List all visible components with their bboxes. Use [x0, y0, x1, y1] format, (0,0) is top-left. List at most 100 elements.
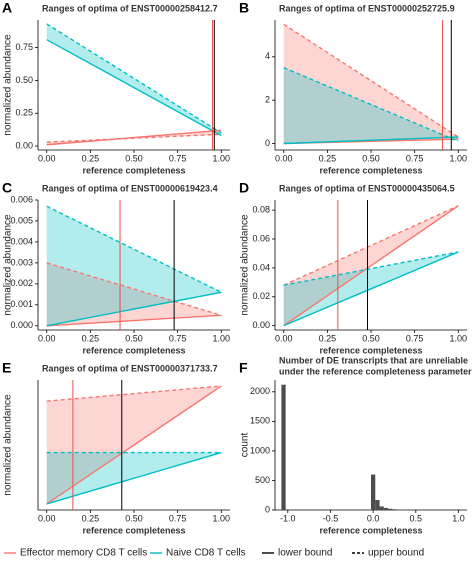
- x-tick-label: -1.0: [280, 513, 296, 523]
- range-area: [46, 262, 222, 326]
- x-tick-label: 0.50: [362, 333, 380, 343]
- x-tick-label: 0.50: [125, 333, 143, 343]
- x-tick-label: 1.0: [452, 513, 465, 523]
- y-tick-label: 2: [265, 95, 270, 105]
- upper-bound-line: [46, 205, 222, 293]
- y-tick-label: 0.06: [252, 233, 270, 243]
- legend-label: upper bound: [368, 548, 424, 559]
- upper-bound-line: [46, 133, 222, 143]
- lower-bound-line: [46, 451, 222, 505]
- chart-title: Ranges of optima of ENST00000252725.9: [279, 3, 455, 13]
- x-tick-label: 0.00: [38, 513, 56, 523]
- x-tick-label: 0.00: [38, 333, 56, 343]
- y-tick-label: 0.005: [10, 215, 33, 225]
- chart-title: Ranges of optima of ENST00000619423.4: [42, 183, 218, 193]
- chart-title: Number of DE transcripts that are unreli…: [279, 355, 468, 365]
- x-tick-label: 0.75: [169, 333, 187, 343]
- y-tick-label: 0.003: [10, 257, 33, 267]
- y-tick-label: 0.006: [10, 194, 33, 204]
- lower-bound-line: [46, 291, 222, 327]
- panel-letter: E: [2, 360, 11, 376]
- y-tick-label: 0: [265, 504, 270, 514]
- panel-letter: C: [2, 180, 12, 196]
- x-tick-label: 1.00: [450, 153, 468, 163]
- y-tick-label: 1000: [250, 445, 270, 455]
- x-axis-label: reference completeness: [82, 345, 185, 355]
- y-tick-label: 0.02: [252, 291, 270, 301]
- x-tick-label: 1.00: [213, 333, 231, 343]
- x-axis-label: reference completeness: [82, 525, 185, 535]
- range-area: [283, 24, 459, 144]
- y-tick-label: 0.00: [15, 140, 33, 150]
- x-tick-label: 0.50: [362, 153, 380, 163]
- chart-title: Ranges of optima of ENST00000371733.7: [42, 363, 218, 373]
- upper-bound-line: [283, 251, 459, 286]
- x-tick-label: 0.50: [125, 513, 143, 523]
- range-area: [283, 67, 459, 144]
- y-tick-label: 0.001: [10, 299, 33, 309]
- x-tick-label: 0.75: [169, 513, 187, 523]
- y-tick-label: 0.25: [15, 108, 33, 118]
- bar: [392, 509, 397, 510]
- y-axis-label: normalized abundance: [3, 394, 14, 496]
- x-tick-label: 0.0: [367, 513, 380, 523]
- range-area: [46, 206, 222, 326]
- legend-label: Naive CD8 T cells: [166, 548, 246, 559]
- x-tick-label: 1.00: [450, 333, 468, 343]
- legend-label: lower bound: [278, 548, 332, 559]
- x-tick-label: -0.5: [323, 513, 339, 523]
- lower-bound-line: [46, 314, 222, 327]
- bar: [371, 474, 376, 510]
- x-tick-label: 0.00: [275, 153, 293, 163]
- upper-bound-line: [283, 67, 459, 142]
- x-tick-label: 0.25: [319, 333, 337, 343]
- x-tick-label: 0.25: [319, 153, 337, 163]
- upper-bound-line: [46, 262, 222, 316]
- x-tick-label: 0.5: [410, 513, 423, 523]
- legend-label: Effector memory CD8 T cells: [20, 548, 147, 559]
- x-tick-label: 0.75: [169, 153, 187, 163]
- y-tick-label: 0.004: [10, 236, 33, 246]
- y-tick-label: 1500: [250, 416, 270, 426]
- y-tick-label: 500: [255, 475, 270, 485]
- bar: [383, 507, 389, 510]
- panel-letter: A: [2, 0, 12, 16]
- chart-title: under the reference completeness paramet…: [279, 366, 472, 376]
- upper-bound-line: [283, 205, 459, 286]
- chart-title: Ranges of optima of ENST00000258412.7: [42, 3, 218, 13]
- y-tick-label: 0: [265, 138, 270, 148]
- bar: [379, 506, 384, 510]
- x-tick-label: 0.75: [406, 333, 424, 343]
- bar: [281, 384, 286, 510]
- lower-bound-line: [283, 136, 459, 145]
- chart-title: Ranges of optima of ENST00000435064.5: [279, 183, 455, 193]
- panel-letter: B: [239, 0, 249, 16]
- bar: [388, 508, 393, 510]
- lower-bound-line: [283, 205, 459, 327]
- y-tick-label: 2000: [250, 386, 270, 396]
- y-tick-label: 0.50: [15, 75, 33, 85]
- x-tick-label: 1.00: [213, 513, 231, 523]
- x-tick-label: 0.00: [38, 153, 56, 163]
- upper-bound-line: [46, 23, 222, 134]
- lower-bound-line: [46, 385, 222, 505]
- x-tick-label: 0.00: [275, 333, 293, 343]
- bar: [375, 499, 380, 510]
- x-tick-label: 0.25: [82, 513, 100, 523]
- y-tick-label: 0.000: [10, 320, 33, 330]
- x-tick-label: 0.75: [406, 153, 424, 163]
- x-axis-label: reference completeness: [82, 165, 185, 175]
- x-tick-label: 0.50: [125, 153, 143, 163]
- y-axis-label: normalized abundance: [240, 214, 251, 316]
- panel-letter: F: [239, 360, 248, 376]
- y-axis-label: count: [240, 433, 251, 458]
- x-tick-label: 1.00: [213, 153, 231, 163]
- lower-bound-line: [283, 251, 459, 327]
- y-tick-label: 0.75: [15, 42, 33, 52]
- y-tick-label: 0.04: [252, 262, 270, 272]
- x-axis-label: reference completeness: [319, 165, 422, 175]
- panel-letter: D: [239, 180, 249, 196]
- y-tick-label: 4: [265, 51, 270, 61]
- x-tick-label: 0.25: [82, 333, 100, 343]
